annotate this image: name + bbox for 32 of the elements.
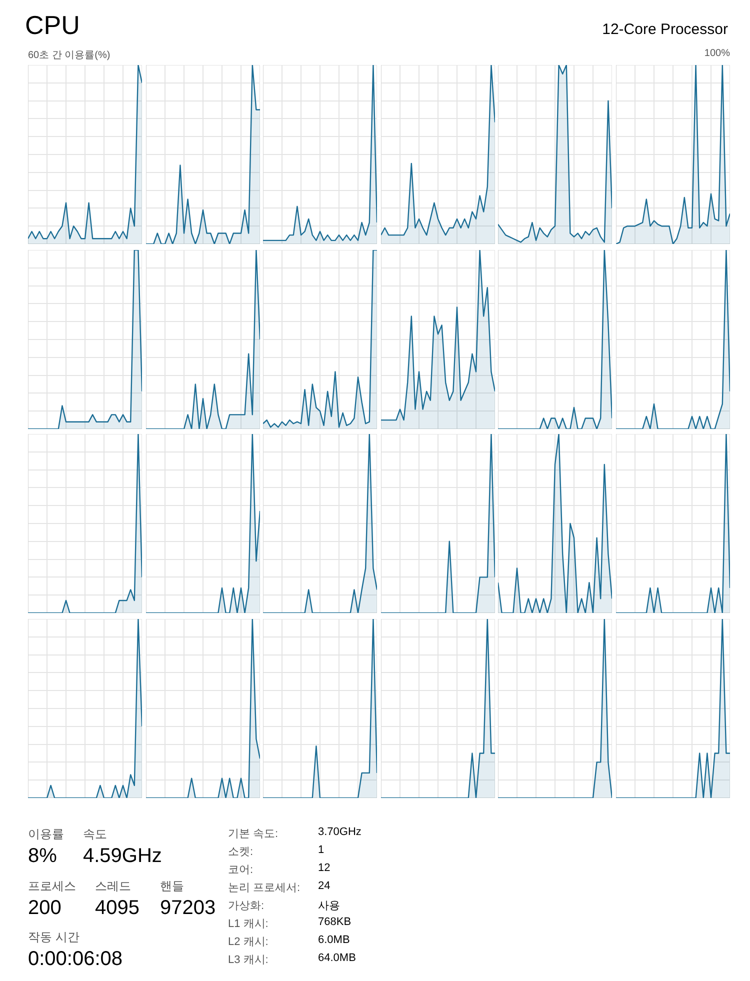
text: L3 캐시: bbox=[228, 953, 268, 967]
text: 이용률 bbox=[28, 826, 64, 843]
text: 가상화: bbox=[228, 899, 264, 913]
text: 논리 프로세서: bbox=[228, 881, 300, 895]
text: 사용 bbox=[318, 899, 340, 913]
text: 200 bbox=[28, 897, 62, 920]
text: 768KB bbox=[318, 916, 352, 928]
text: 기본 속도: bbox=[228, 827, 278, 841]
text: 0:00:06:08 bbox=[28, 948, 123, 971]
text: L1 캐시: bbox=[228, 917, 268, 931]
y-axis-title: 60초 간 이용률(%) bbox=[28, 49, 110, 62]
text: CPU bbox=[25, 10, 80, 41]
text: 속도 bbox=[83, 826, 107, 843]
text: 1 bbox=[318, 844, 324, 856]
text: 8% bbox=[28, 845, 57, 868]
text: 4095 bbox=[95, 897, 140, 920]
text: 작동 시간 bbox=[28, 929, 80, 946]
text: 4.59GHz bbox=[83, 845, 162, 868]
text: 12-Core Processor bbox=[602, 21, 728, 38]
text: 코어: bbox=[228, 863, 254, 877]
text: 12 bbox=[318, 862, 330, 874]
text: 6.0MB bbox=[318, 934, 350, 946]
text: 100% bbox=[704, 48, 730, 59]
text: 핸들 bbox=[160, 878, 184, 895]
text: 소켓: bbox=[228, 845, 254, 859]
text: L2 캐시: bbox=[228, 935, 268, 949]
text: 프로세스 bbox=[28, 878, 76, 895]
text: 24 bbox=[318, 880, 330, 892]
text: 64.0MB bbox=[318, 952, 356, 964]
text: 3.70GHz bbox=[318, 826, 362, 838]
text: 97203 bbox=[160, 897, 216, 920]
text: 스레드 bbox=[95, 878, 131, 895]
